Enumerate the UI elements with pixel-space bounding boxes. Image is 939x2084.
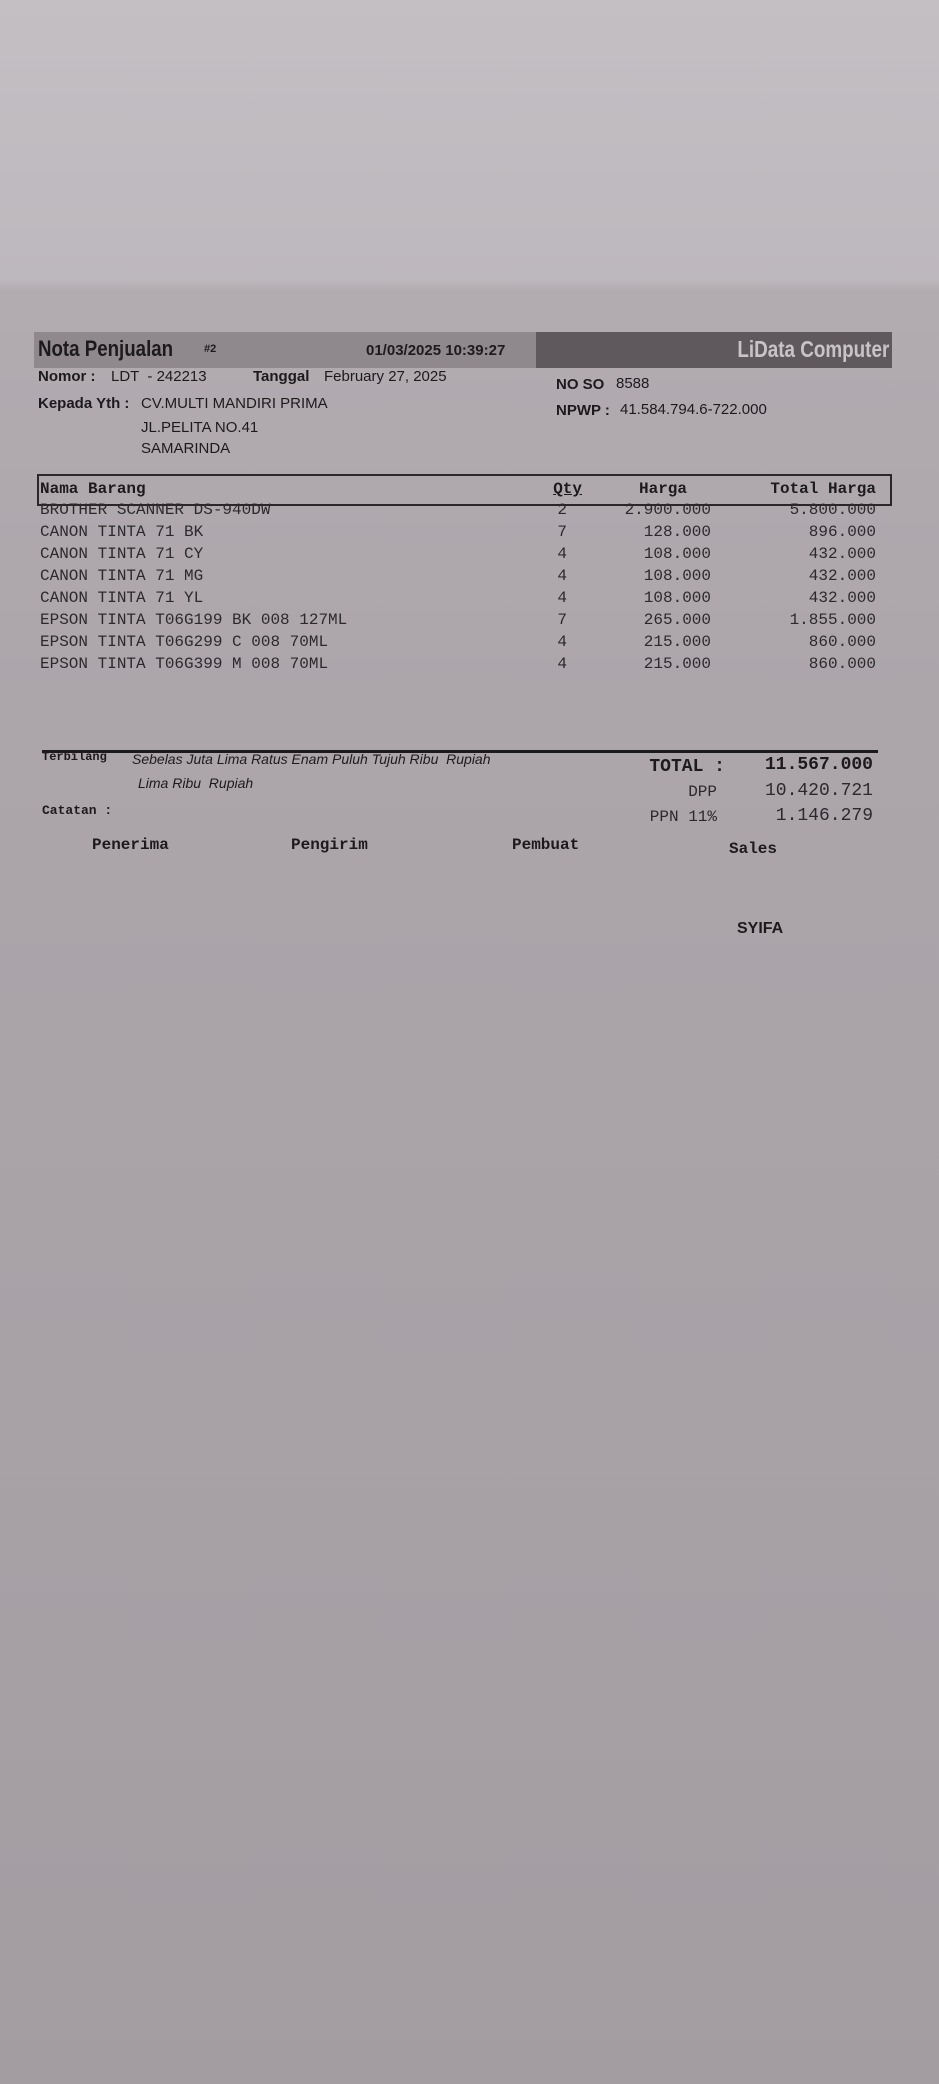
item-total: 432.000 bbox=[808, 545, 876, 563]
item-price: 108.000 bbox=[643, 545, 711, 563]
terbilang-label: Terbilang bbox=[42, 750, 107, 764]
table-row: EPSON TINTA T06G399 M 008 70ML 4 215.000 86… bbox=[0, 655, 939, 677]
item-name: CANON TINTA 71 YL bbox=[40, 589, 204, 607]
no-so-label: NO SO bbox=[556, 376, 605, 393]
brand-bar bbox=[536, 332, 892, 368]
item-price: 108.000 bbox=[643, 567, 711, 585]
signature-sales: Sales bbox=[729, 840, 778, 858]
item-total: 5.800.000 bbox=[789, 501, 876, 519]
item-name: EPSON TINTA T06G399 M 008 70ML bbox=[40, 655, 329, 673]
terbilang-line1: Sebelas Juta Lima Ratus Enam Puluh Tujuh… bbox=[132, 751, 491, 767]
item-name: BROTHER SCANNER DS-940DW bbox=[40, 501, 271, 519]
table-row: EPSON TINTA T06G199 BK 008 127ML 7 265.000… bbox=[0, 611, 939, 633]
item-name: CANON TINTA 71 MG bbox=[40, 567, 204, 585]
item-total: 432.000 bbox=[808, 589, 876, 607]
total-value: 11.567.000 bbox=[764, 755, 873, 775]
item-total: 860.000 bbox=[808, 655, 876, 673]
item-total: 1.855.000 bbox=[789, 611, 876, 629]
item-name: CANON TINTA 71 BK bbox=[40, 523, 204, 541]
brand-logo: LiData Computer bbox=[737, 336, 889, 362]
item-total: 896.000 bbox=[808, 523, 876, 541]
item-name: CANON TINTA 71 CY bbox=[40, 545, 204, 563]
dpp-value: 10.420.721 bbox=[764, 781, 873, 801]
col-header-name: Nama Barang bbox=[40, 480, 146, 498]
table-header-box bbox=[37, 474, 892, 506]
table-row: CANON TINTA 71 MG 4 108.000 432.000 bbox=[0, 567, 939, 589]
item-total: 860.000 bbox=[808, 633, 876, 651]
item-price: 128.000 bbox=[643, 523, 711, 541]
signature-pembuat: Pembuat bbox=[512, 836, 580, 854]
dpp-label: DPP bbox=[688, 783, 717, 801]
tanggal-label: Tanggal bbox=[253, 368, 310, 385]
col-header-price: Harga bbox=[638, 480, 687, 498]
item-qty: 7 bbox=[557, 523, 567, 541]
item-price: 2.900.000 bbox=[624, 501, 711, 519]
sales-name: SYIFA bbox=[737, 920, 784, 937]
ppn-label: PPN 11% bbox=[649, 808, 717, 826]
item-price: 108.000 bbox=[643, 589, 711, 607]
table-row: CANON TINTA 71 YL 4 108.000 432.000 bbox=[0, 589, 939, 611]
table-row: CANON TINTA 71 CY 4 108.000 432.000 bbox=[0, 545, 939, 567]
item-qty: 7 bbox=[557, 611, 567, 629]
table-row: BROTHER SCANNER DS-940DW 2 2.900.000 5.800.… bbox=[0, 501, 939, 523]
printed-datetime: 01/03/2025 10:39:27 bbox=[366, 342, 506, 359]
npwp-label: NPWP : bbox=[556, 402, 610, 419]
summary-divider bbox=[42, 750, 878, 753]
nomor-label: Nomor : bbox=[38, 368, 96, 385]
item-price: 215.000 bbox=[643, 633, 711, 651]
tanggal-value: February 27, 2025 bbox=[324, 368, 447, 385]
customer-name: CV.MULTI MANDIRI PRIMA bbox=[141, 395, 328, 412]
item-qty: 4 bbox=[557, 655, 567, 673]
catatan-label: Catatan : bbox=[42, 803, 113, 818]
header-bar bbox=[34, 332, 536, 368]
item-name: EPSON TINTA T06G299 C 008 70ML bbox=[40, 633, 329, 651]
customer-city: SAMARINDA bbox=[141, 440, 231, 457]
ppn-value: 1.146.279 bbox=[775, 806, 873, 826]
table-row: EPSON TINTA T06G299 C 008 70ML 4 215.000 86… bbox=[0, 633, 939, 655]
nomor-value: LDT - 242213 bbox=[111, 368, 207, 385]
signature-pengirim: Pengirim bbox=[291, 836, 368, 854]
npwp-value: 41.584.794.6-722.000 bbox=[620, 401, 767, 418]
item-name: EPSON TINTA T06G199 BK 008 127ML bbox=[40, 611, 348, 629]
col-header-qty: Qty bbox=[553, 480, 582, 498]
signature-penerima: Penerima bbox=[92, 836, 169, 854]
item-price: 265.000 bbox=[643, 611, 711, 629]
terbilang-line2: Lima Ribu Rupiah bbox=[138, 775, 254, 791]
item-price: 215.000 bbox=[643, 655, 711, 673]
col-header-total: Total Harga bbox=[770, 480, 876, 498]
item-total: 432.000 bbox=[808, 567, 876, 585]
kepada-label: Kepada Yth : bbox=[38, 395, 130, 412]
copy-mark: #2 bbox=[204, 343, 217, 355]
item-qty: 4 bbox=[557, 545, 567, 563]
item-qty: 4 bbox=[557, 589, 567, 607]
item-qty: 4 bbox=[557, 567, 567, 585]
item-qty: 4 bbox=[557, 633, 567, 651]
item-qty: 2 bbox=[557, 501, 567, 519]
table-row: CANON TINTA 71 BK 7 128.000 896.000 bbox=[0, 523, 939, 545]
total-label: TOTAL : bbox=[649, 757, 725, 777]
no-so-value: 8588 bbox=[616, 375, 650, 392]
customer-address: JL.PELITA NO.41 bbox=[141, 419, 259, 436]
document-title: Nota Penjualan bbox=[38, 336, 174, 361]
